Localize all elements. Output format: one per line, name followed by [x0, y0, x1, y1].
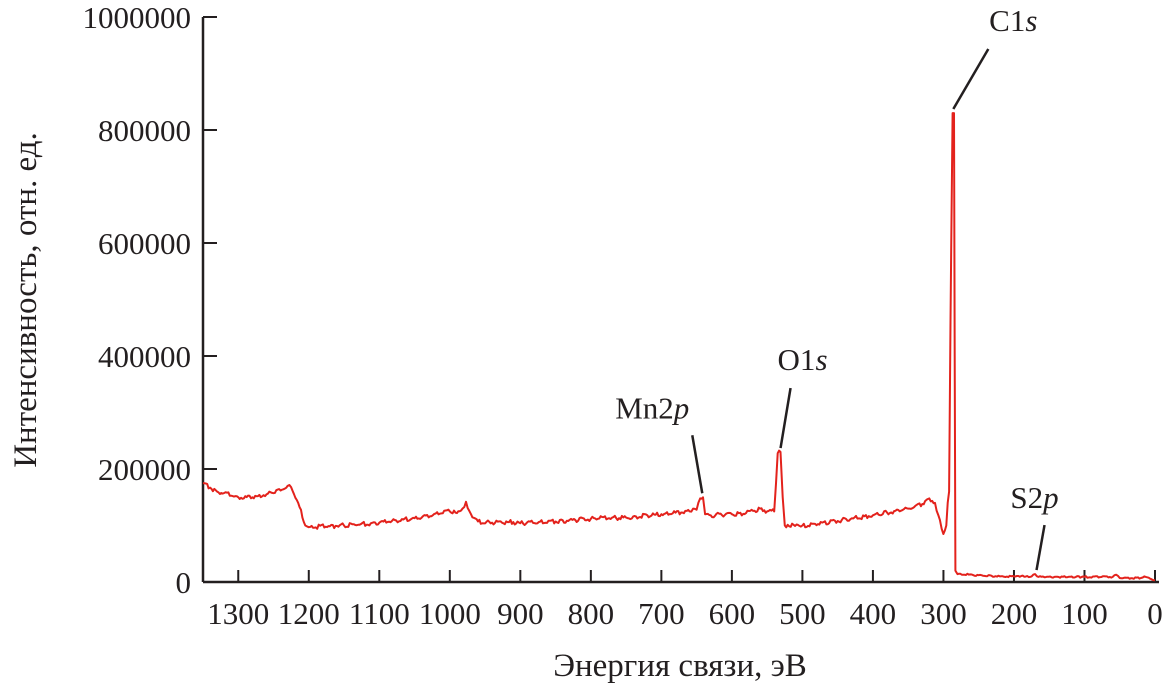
- annotation-leader-line: [691, 435, 704, 494]
- x-tick-label: 100: [1061, 596, 1108, 631]
- y-tick-label: 600000: [98, 226, 191, 261]
- x-tick-label: 200: [991, 596, 1038, 631]
- x-tick-label: 1000: [419, 596, 481, 631]
- annotation-label-orbital: p: [672, 390, 690, 425]
- annotation-label-main: O1: [778, 342, 816, 377]
- x-tick-label: 800: [568, 596, 615, 631]
- plot-area: [202, 112, 1156, 582]
- annotation-leader-line: [1035, 524, 1046, 571]
- x-tick-label: 700: [638, 596, 685, 631]
- x-tick-label: 300: [920, 596, 967, 631]
- x-tick-label: 400: [850, 596, 897, 631]
- x-tick-label: 1300: [207, 596, 269, 631]
- annotation-label-main: Mn2: [615, 390, 674, 425]
- annotation-label-orbital: p: [1041, 480, 1059, 515]
- x-tick-label: 900: [497, 596, 544, 631]
- x-tick-label: 600: [709, 596, 756, 631]
- annotation-label-main: S2: [1010, 480, 1043, 515]
- y-tick-label: 400000: [98, 339, 191, 374]
- y-axis-title: Интенсивность, отн. ед.: [8, 132, 44, 468]
- x-tick-label: 500: [779, 596, 826, 631]
- annotation-label-orbital: s: [1025, 3, 1037, 38]
- y-tick-label: 200000: [98, 452, 191, 487]
- annotation-leader-line: [952, 48, 990, 110]
- y-tick-label: 800000: [98, 113, 191, 148]
- annotation-label-orbital: s: [815, 342, 827, 377]
- annotation-label: Mn2p: [615, 390, 689, 425]
- spectrum-line: [202, 112, 1156, 582]
- x-tick-label: 0: [1147, 596, 1163, 631]
- annotation-label: C1s: [989, 3, 1037, 38]
- annotation-leader-line: [779, 387, 792, 449]
- x-tick-label: 1200: [278, 596, 340, 631]
- annotation-label-main: C1: [989, 3, 1025, 38]
- axes: 1300 1200 1100 1000 900 800 700 600 500 400 300 200…: [83, 0, 1163, 631]
- x-tick-label: 1100: [349, 596, 410, 631]
- y-tick-label: 0: [176, 565, 192, 600]
- y-tick-label: 1000000: [83, 0, 192, 35]
- annotation-label: S2p: [1010, 480, 1058, 515]
- x-axis-title: Энергия связи, эВ: [553, 648, 807, 684]
- annotation-label: O1s: [778, 342, 828, 377]
